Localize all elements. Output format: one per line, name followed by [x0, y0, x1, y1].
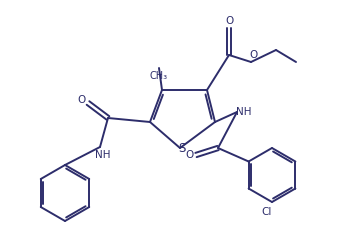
Text: O: O: [77, 95, 85, 105]
Text: O: O: [185, 150, 193, 160]
Text: NH: NH: [236, 107, 252, 117]
Text: O: O: [249, 50, 257, 60]
Text: Cl: Cl: [262, 207, 272, 217]
Text: CH₃: CH₃: [150, 71, 168, 81]
Text: NH: NH: [95, 150, 111, 160]
Text: O: O: [226, 16, 234, 26]
Text: S: S: [178, 142, 186, 154]
